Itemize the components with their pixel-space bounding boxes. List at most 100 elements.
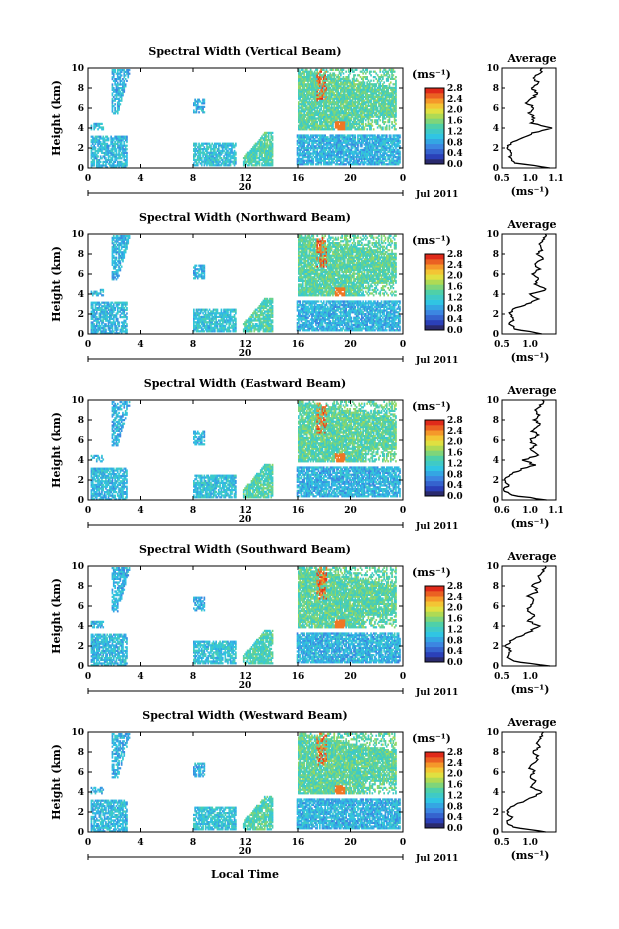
heatmap-cell <box>308 106 311 109</box>
heatmap-cell <box>93 122 95 125</box>
heatmap-cell <box>122 151 124 154</box>
heatmap-cell <box>345 122 347 125</box>
heatmap-cell <box>355 117 358 120</box>
heatmap-cell <box>95 162 98 165</box>
heatmap-cell <box>115 148 118 151</box>
heatmap-cell <box>346 97 349 100</box>
heatmap-cell <box>363 134 366 137</box>
heatmap-cell <box>312 145 315 148</box>
heatmap-cell <box>341 97 343 100</box>
heatmap-cell <box>370 143 372 146</box>
heatmap-cell <box>368 83 371 86</box>
heatmap-cell <box>363 117 366 120</box>
heatmap-cell <box>308 157 311 160</box>
heatmap-cell <box>319 157 321 160</box>
heatmap-cell <box>336 83 338 86</box>
heatmap-cell <box>118 108 120 111</box>
heatmap-cell <box>340 108 342 111</box>
heatmap-cell <box>358 94 361 97</box>
heatmap-cell <box>362 112 364 115</box>
heatmap-cell <box>312 74 315 77</box>
heatmap-cell <box>366 81 368 84</box>
heatmap-cell <box>299 95 301 98</box>
heatmap-cell <box>270 142 273 145</box>
heatmap-cell <box>214 160 216 163</box>
colorbar-segment <box>425 148 444 155</box>
heatmap-cell <box>340 90 342 93</box>
heatmap-cell <box>206 157 208 160</box>
heatmap-cell <box>333 74 336 77</box>
heatmap-cell <box>333 76 336 79</box>
heatmap-cell <box>380 138 383 141</box>
heatmap-cell <box>324 79 326 82</box>
heatmap-cell <box>256 160 258 163</box>
heatmap-cell <box>301 141 304 144</box>
heatmap-cell <box>315 119 317 122</box>
heatmap-cell <box>384 104 387 107</box>
heatmap-cell <box>387 108 389 111</box>
heatmap-cell <box>346 94 349 97</box>
heatmap-cell <box>111 106 114 109</box>
heatmap-cell <box>358 113 361 116</box>
heatmap-cell <box>358 101 361 104</box>
heatmap-cell <box>363 139 366 142</box>
heatmap-cell <box>311 88 313 91</box>
heatmap-cell <box>322 72 325 75</box>
heatmap-cell <box>270 144 273 147</box>
heatmap-cell <box>333 139 336 142</box>
heatmap-cell <box>317 139 320 142</box>
heatmap-cell <box>374 143 376 146</box>
heatmap-cell <box>338 79 341 82</box>
heatmap-cell <box>301 92 304 95</box>
heatmap-cell <box>298 68 300 71</box>
colorbar-tick-label: 2.0 <box>447 106 463 116</box>
heatmap-cell <box>340 99 342 102</box>
heatmap-cell <box>95 316 98 319</box>
heatmap-cell <box>119 148 122 151</box>
heatmap-cell <box>194 111 196 114</box>
heatmap-cell <box>379 115 382 118</box>
heatmap-cell <box>329 139 332 142</box>
heatmap-cell <box>395 86 397 89</box>
heatmap-cell <box>221 148 224 151</box>
heatmap-cell <box>370 103 372 106</box>
heatmap-cell <box>196 107 199 110</box>
colorbar-segment <box>425 143 444 150</box>
heatmap-cell <box>372 145 375 148</box>
heatmap-cell <box>324 157 326 160</box>
heatmap-cell <box>358 95 361 98</box>
heatmap-cell <box>362 122 364 125</box>
heatmap-cell <box>90 148 93 151</box>
heatmap-cell <box>308 159 311 162</box>
heatmap-cell <box>217 142 220 145</box>
heatmap-cell <box>119 155 122 158</box>
heatmap-cell <box>395 95 397 98</box>
heatmap-cell <box>206 148 208 151</box>
heatmap-cell <box>305 128 308 131</box>
heatmap-cell <box>329 83 332 86</box>
heatmap-cell <box>345 97 347 100</box>
heatmap-cell <box>376 134 379 137</box>
heatmap-cell <box>99 122 102 125</box>
heatmap-cell <box>374 141 376 144</box>
heatmap-cell <box>305 121 308 124</box>
heatmap-cell <box>98 162 101 165</box>
heatmap-cell <box>210 162 212 165</box>
heatmap-cell <box>359 156 362 159</box>
heatmap-cell <box>332 110 334 113</box>
heatmap-cell <box>193 157 195 160</box>
heatmap-cell <box>304 156 307 159</box>
heatmap-cell <box>353 145 355 148</box>
heatmap-cell <box>393 156 396 159</box>
heatmap-cell <box>382 113 384 116</box>
heatmap-cell <box>93 310 95 313</box>
heatmap-cell <box>308 113 311 116</box>
heatmap-cell <box>330 108 333 111</box>
heatmap-cell <box>361 70 363 73</box>
heatmap-cell <box>333 145 336 148</box>
heatmap-cell <box>342 139 345 142</box>
heatmap-cell <box>363 113 366 116</box>
heatmap-cell <box>343 83 346 86</box>
heatmap-cell <box>116 70 119 73</box>
heatmap-cell <box>266 162 269 165</box>
